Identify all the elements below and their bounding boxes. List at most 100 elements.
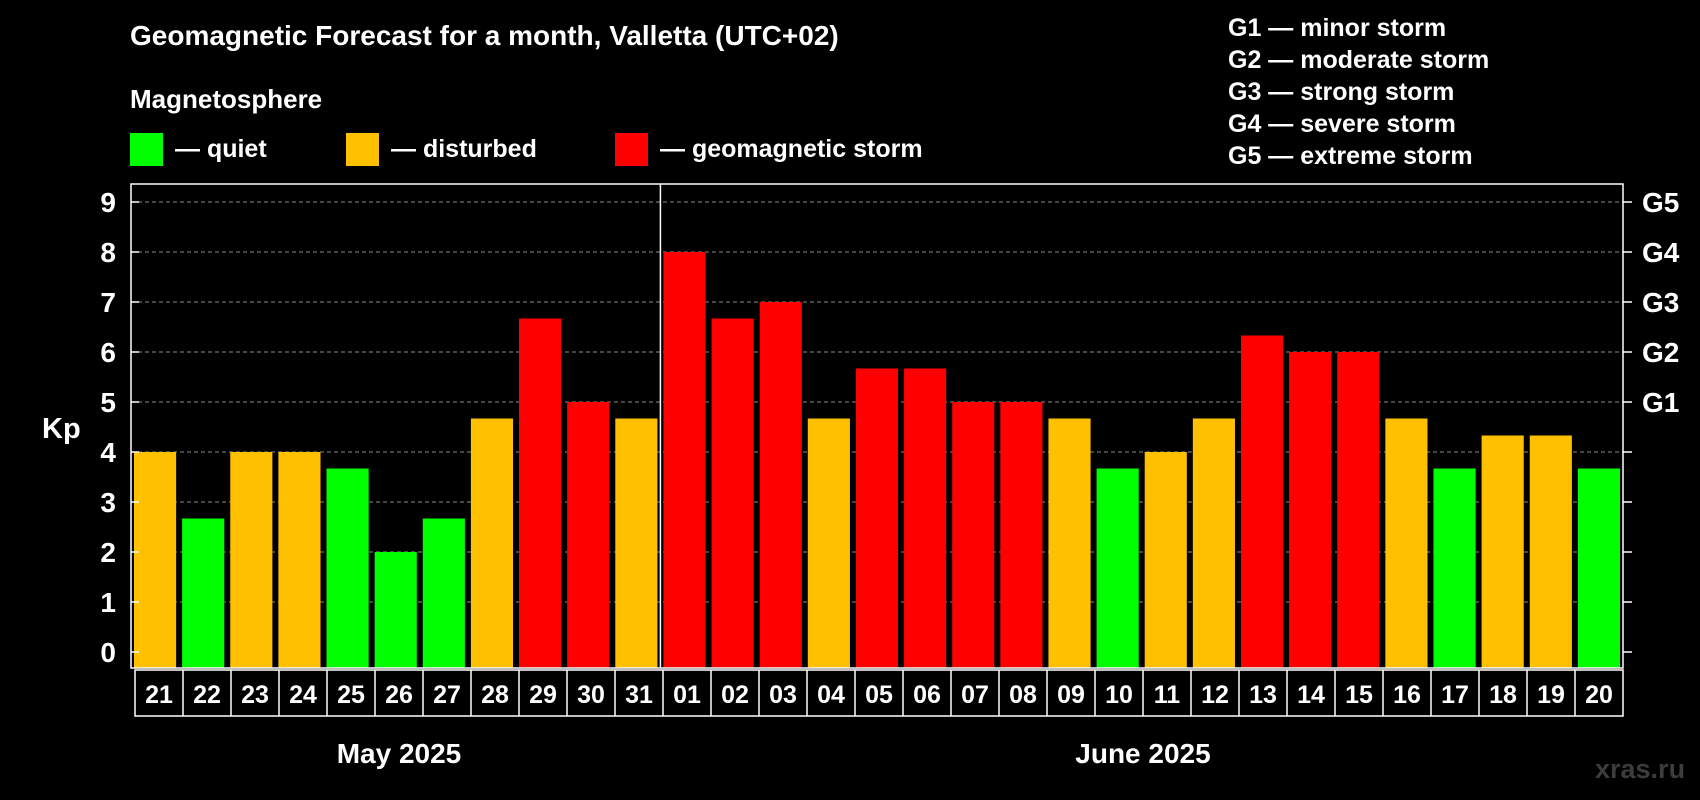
bar-05 xyxy=(855,368,899,668)
x-tick-label-24: 24 xyxy=(289,681,317,709)
legend-item-disturbed: — disturbed xyxy=(346,133,537,166)
bar-30 xyxy=(567,402,610,668)
x-tick-label-04: 04 xyxy=(817,681,845,709)
x-tick-label-23: 23 xyxy=(241,681,269,709)
y-tick-label-2: 2 xyxy=(100,537,116,568)
legend-item-storm: — geomagnetic storm xyxy=(615,133,923,166)
x-tick-label-28: 28 xyxy=(481,681,509,709)
legend-label-quiet: — quiet xyxy=(175,135,267,163)
storm-scale-g1: G1 — minor storm xyxy=(1228,14,1447,42)
bar-06 xyxy=(904,368,947,668)
bar-28 xyxy=(470,418,514,668)
month-label: May 2025 xyxy=(337,738,462,769)
legend-swatch-disturbed xyxy=(346,133,379,166)
x-tick-label-12: 12 xyxy=(1201,681,1229,709)
y-tick-label-9: 9 xyxy=(100,187,116,218)
bar-18 xyxy=(1481,435,1524,668)
bar-01 xyxy=(663,252,706,668)
x-tick-label-19: 19 xyxy=(1537,681,1565,709)
x-tick-label-09: 09 xyxy=(1057,681,1085,709)
bar-31 xyxy=(615,418,658,668)
bar-26 xyxy=(374,552,417,668)
y-tick-label-7: 7 xyxy=(100,287,116,318)
x-tick-label-05: 05 xyxy=(865,681,893,709)
bar-25 xyxy=(326,468,369,668)
bar-16 xyxy=(1385,418,1428,668)
bar-27 xyxy=(422,518,465,668)
x-tick-label-01: 01 xyxy=(673,681,701,709)
bar-14 xyxy=(1289,352,1332,668)
bar-09 xyxy=(1048,418,1091,668)
storm-scale-g3: G3 — strong storm xyxy=(1228,78,1455,106)
bar-29 xyxy=(519,318,562,668)
bar-23 xyxy=(230,452,273,668)
x-tick-label-11: 11 xyxy=(1154,681,1181,709)
legend-label-disturbed: — disturbed xyxy=(391,135,537,163)
bar-02 xyxy=(711,318,754,668)
legend-item-quiet: — quiet xyxy=(130,133,267,166)
x-tick-label-25: 25 xyxy=(337,681,365,709)
bar-12 xyxy=(1192,418,1235,668)
storm-scale-g2: G2 — moderate storm xyxy=(1228,46,1490,74)
legend-heading: Magnetosphere xyxy=(130,84,323,114)
y-axis-label: Kp xyxy=(42,413,81,445)
right-tick-label-g3: G3 xyxy=(1642,287,1679,318)
x-tick-label-16: 16 xyxy=(1393,681,1421,709)
bar-19 xyxy=(1529,435,1572,668)
y-tick-label-8: 8 xyxy=(100,237,116,268)
bar-10 xyxy=(1096,468,1139,668)
x-tick-label-07: 07 xyxy=(961,681,989,709)
x-tick-label-29: 29 xyxy=(529,681,557,709)
y-tick-label-3: 3 xyxy=(100,487,116,518)
x-tick-label-17: 17 xyxy=(1441,681,1469,709)
right-tick-label-g4: G4 xyxy=(1642,237,1680,268)
x-tick-label-15: 15 xyxy=(1345,681,1373,709)
y-tick-label-4: 4 xyxy=(100,437,116,468)
x-tick-label-18: 18 xyxy=(1489,681,1517,709)
x-tick-label-06: 06 xyxy=(913,681,941,709)
bar-08 xyxy=(1000,402,1043,668)
bar-17 xyxy=(1433,468,1476,668)
x-tick-label-14: 14 xyxy=(1297,681,1325,709)
bar-13 xyxy=(1240,335,1284,668)
x-tick-label-20: 20 xyxy=(1585,681,1613,709)
x-tick-label-22: 22 xyxy=(193,681,221,709)
x-tick-label-13: 13 xyxy=(1249,681,1277,709)
x-tick-label-21: 21 xyxy=(145,681,173,709)
x-tick-label-27: 27 xyxy=(433,681,461,709)
x-tick-label-03: 03 xyxy=(769,681,797,709)
legend-swatch-quiet xyxy=(130,133,163,166)
storm-scale-g5: G5 — extreme storm xyxy=(1228,142,1473,170)
x-tick-label-02: 02 xyxy=(721,681,749,709)
x-tick-label-31: 31 xyxy=(625,681,653,709)
chart-title: Geomagnetic Forecast for a month, Vallet… xyxy=(130,20,839,51)
bar-21 xyxy=(134,452,177,668)
month-label: June 2025 xyxy=(1075,738,1210,769)
x-tick-label-10: 10 xyxy=(1105,681,1133,709)
x-tick-label-26: 26 xyxy=(385,681,413,709)
storm-scale-legend: G1 — minor storm G2 — moderate storm G3 … xyxy=(1228,12,1489,172)
bar-11 xyxy=(1144,452,1187,668)
bar-22 xyxy=(182,518,225,668)
x-tick-label-30: 30 xyxy=(577,681,605,709)
storm-scale-g4: G4 — severe storm xyxy=(1228,110,1456,138)
right-tick-label-g5: G5 xyxy=(1642,187,1679,218)
plot-frame xyxy=(130,183,1624,669)
y-tick-label-1: 1 xyxy=(100,587,116,618)
y-tick-label-6: 6 xyxy=(100,337,116,368)
bar-03 xyxy=(759,302,802,668)
x-tick-label-08: 08 xyxy=(1009,681,1037,709)
right-tick-label-g2: G2 xyxy=(1642,337,1679,368)
y-tick-label-0: 0 xyxy=(100,637,116,668)
bar-07 xyxy=(952,402,995,668)
bar-20 xyxy=(1577,468,1620,668)
legend-label-storm: — geomagnetic storm xyxy=(660,135,923,163)
date-strip xyxy=(134,669,1624,717)
y-tick-label-5: 5 xyxy=(100,387,116,418)
right-tick-label-g1: G1 xyxy=(1642,387,1679,418)
watermark: xras.ru xyxy=(1595,754,1686,784)
bar-04 xyxy=(807,418,850,668)
bar-24 xyxy=(278,452,321,668)
legend-swatch-storm xyxy=(615,133,648,166)
